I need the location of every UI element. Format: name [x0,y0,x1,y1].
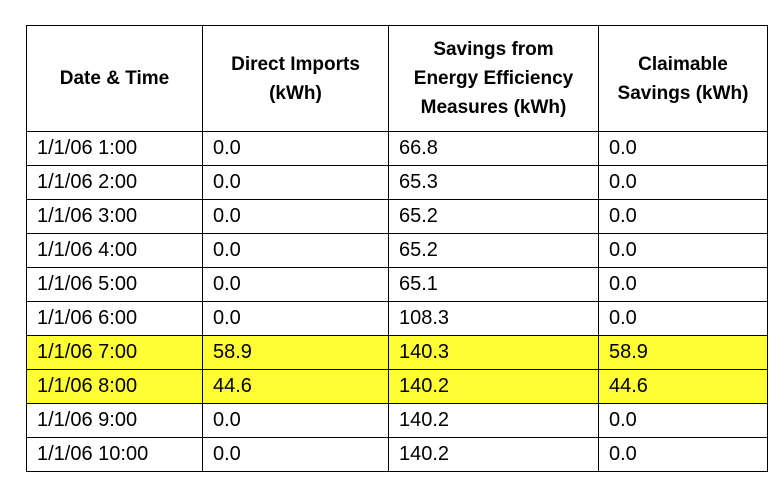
efficiency-savings-cell: 66.8 [388,131,599,166]
claimable-savings-cell: 0.0 [598,165,768,200]
date-time-cell: 1/1/06 3:00 [26,199,203,234]
direct-imports-cell: 0.0 [202,131,389,166]
efficiency-savings-cell: 65.1 [388,267,599,302]
table-row: 1/1/06 1:00 0.0 66.8 0.0 [26,131,768,166]
table-header: Date & Time Direct Imports (kWh) Savings fr… [26,25,768,132]
header-line: Savings from [433,39,554,60]
efficiency-savings-cell: 140.3 [388,335,599,370]
header-line: Measures (kWh) [420,97,567,118]
direct-imports-cell: 58.9 [202,335,389,370]
efficiency-savings-cell: 140.2 [388,437,599,472]
table-row: 1/1/06 5:00 0.0 65.1 0.0 [26,267,768,302]
date-time-cell: 1/1/06 4:00 [26,233,203,268]
date-time-cell: 1/1/06 1:00 [26,131,203,166]
energy-savings-table: Date & Time Direct Imports (kWh) Savings fr… [26,25,768,472]
date-time-cell: 1/1/06 8:00 [26,369,203,404]
claimable-savings-cell: 58.9 [598,335,768,370]
date-time-header: Date & Time [26,25,203,132]
efficiency-savings-cell: 108.3 [388,301,599,336]
header-row: Date & Time Direct Imports (kWh) Savings fr… [26,25,768,132]
header-line: Date & Time [59,68,170,89]
direct-imports-cell: 44.6 [202,369,389,404]
table-row: 1/1/06 4:00 0.0 65.2 0.0 [26,233,768,268]
table-row: 1/1/06 2:00 0.0 65.3 0.0 [26,165,768,200]
efficiency-savings-cell: 65.2 [388,233,599,268]
direct-imports-cell: 0.0 [202,437,389,472]
efficiency-savings-cell: 65.3 [388,165,599,200]
table-row: 1/1/06 10:00 0.0 140.2 0.0 [26,437,768,472]
table-row: 1/1/06 6:00 0.0 108.3 0.0 [26,301,768,336]
claimable-savings-cell: 0.0 [598,267,768,302]
date-time-cell: 1/1/06 10:00 [26,437,203,472]
table-row: 1/1/06 9:00 0.0 140.2 0.0 [26,403,768,438]
date-time-cell: 1/1/06 9:00 [26,403,203,438]
claimable-savings-cell: 0.0 [598,403,768,438]
date-time-cell: 1/1/06 6:00 [26,301,203,336]
header-line: (kWh) [269,82,322,104]
date-time-cell: 1/1/06 7:00 [26,335,203,370]
date-time-cell: 1/1/06 5:00 [26,267,203,302]
header-line: Claimable [638,53,728,75]
claimable-savings-cell: 0.0 [598,233,768,268]
table-row-highlighted: 1/1/06 8:00 44.6 140.2 44.6 [26,369,768,404]
direct-imports-cell: 0.0 [202,165,389,200]
direct-imports-cell: 0.0 [202,267,389,302]
direct-imports-cell: 0.0 [202,233,389,268]
table-body: 1/1/06 1:00 0.0 66.8 0.0 1/1/06 2:00 0.0 65.3 0… [26,131,768,472]
table-row-highlighted: 1/1/06 7:00 58.9 140.3 58.9 [26,335,768,370]
table-row: 1/1/06 3:00 0.0 65.2 0.0 [26,199,768,234]
header-line: Direct Imports [231,53,360,75]
efficiency-savings-cell: 65.2 [388,199,599,234]
header-line: Energy Efficiency [413,68,574,89]
header-line: Savings (kWh) [617,82,749,104]
direct-imports-cell: 0.0 [202,403,389,438]
efficiency-savings-cell: 140.2 [388,403,599,438]
claimable-savings-cell: 0.0 [598,301,768,336]
efficiency-savings-cell: 140.2 [388,369,599,404]
efficiency-savings-header: Savings from Energy Efficiency Measures (k… [388,25,599,132]
claimable-savings-header: Claimable Savings (kWh) [598,25,768,132]
claimable-savings-cell: 0.0 [598,131,768,166]
claimable-savings-cell: 0.0 [598,437,768,472]
direct-imports-cell: 0.0 [202,199,389,234]
direct-imports-cell: 0.0 [202,301,389,336]
claimable-savings-cell: 0.0 [598,199,768,234]
date-time-cell: 1/1/06 2:00 [26,165,203,200]
direct-imports-header: Direct Imports (kWh) [202,25,389,132]
claimable-savings-cell: 44.6 [598,369,768,404]
